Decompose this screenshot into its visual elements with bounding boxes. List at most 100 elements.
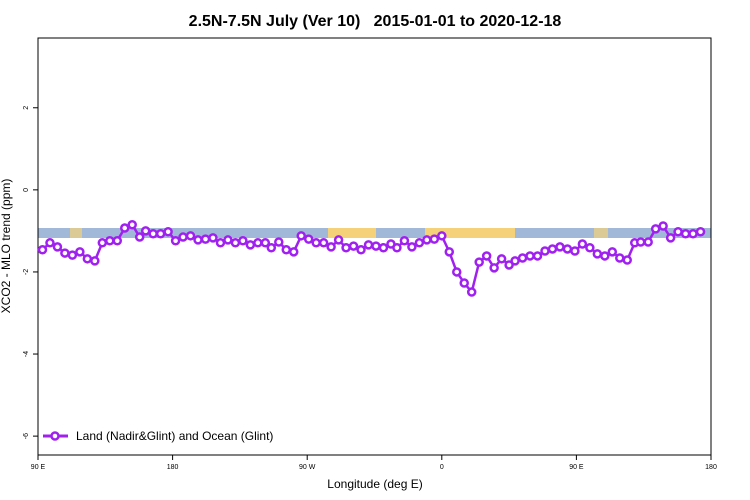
point — [223, 235, 233, 245]
point — [318, 238, 329, 248]
point — [37, 245, 48, 255]
point — [311, 238, 321, 248]
legend-marker — [50, 431, 60, 441]
point — [208, 233, 218, 243]
point — [592, 249, 603, 259]
y-axis-label: XCO2 - MLO trend (ppm) — [0, 179, 13, 314]
point — [341, 242, 351, 253]
point — [481, 251, 492, 261]
point — [562, 244, 573, 254]
point — [288, 247, 299, 257]
point — [215, 238, 226, 248]
point — [253, 238, 263, 248]
point — [635, 237, 646, 247]
point — [155, 229, 166, 239]
y-tick-label: -2 — [23, 269, 30, 275]
x-tick-label: 180 — [167, 464, 179, 471]
point — [134, 232, 145, 242]
point — [75, 247, 85, 257]
point — [392, 242, 402, 253]
point — [474, 257, 484, 267]
point — [622, 255, 632, 265]
point — [193, 235, 203, 245]
point — [260, 238, 271, 248]
point — [82, 254, 93, 264]
point — [170, 236, 181, 246]
point — [414, 238, 425, 248]
point — [532, 251, 543, 261]
x-tick-label: 90 E — [569, 464, 584, 471]
point — [52, 242, 63, 252]
x-tick-label: 90 W — [299, 464, 316, 471]
point — [547, 244, 558, 254]
plot-frame — [37, 37, 712, 456]
point — [504, 260, 514, 270]
point — [127, 219, 137, 230]
point — [459, 278, 469, 288]
point — [695, 226, 706, 237]
point — [607, 247, 618, 257]
point — [163, 226, 173, 237]
point — [97, 238, 108, 248]
point — [496, 254, 507, 264]
point — [577, 239, 588, 249]
y-tick-label: -6 — [23, 433, 30, 439]
point — [230, 238, 241, 248]
point — [266, 242, 277, 253]
point — [356, 245, 366, 255]
point — [60, 248, 70, 258]
point — [658, 221, 668, 231]
point — [333, 235, 344, 245]
legend: Land (Nadir&Glint) and Ocean (Glint) — [43, 429, 273, 443]
point — [615, 253, 625, 263]
point — [200, 234, 211, 244]
x-tick-label: 90 E — [31, 464, 46, 471]
point — [185, 231, 196, 241]
point — [489, 263, 499, 273]
point — [245, 240, 256, 250]
point — [238, 236, 248, 246]
y-tick-label: 2 — [23, 106, 30, 110]
point — [444, 247, 455, 257]
point — [119, 223, 130, 233]
point — [274, 237, 284, 247]
point — [466, 287, 477, 297]
point — [281, 245, 292, 255]
point — [371, 241, 381, 251]
point — [688, 229, 698, 239]
point — [105, 236, 115, 246]
point — [178, 232, 188, 242]
point — [303, 234, 314, 244]
point — [422, 235, 432, 245]
y-tick-label: -4 — [23, 351, 30, 357]
point — [326, 242, 336, 252]
legend-label: Land (Nadir&Glint) and Ocean (Glint) — [76, 429, 273, 443]
land-ocean-strip — [38, 228, 711, 238]
land-band — [594, 228, 608, 238]
point — [665, 233, 676, 243]
x-axis-label: Longitude (deg E) — [327, 477, 422, 491]
point — [45, 238, 55, 248]
point — [525, 251, 535, 261]
point — [90, 256, 100, 266]
point — [148, 229, 158, 239]
point — [570, 246, 580, 256]
point — [140, 226, 151, 236]
point — [429, 234, 440, 244]
point — [510, 256, 520, 266]
point — [540, 246, 550, 256]
point — [363, 240, 374, 250]
land-band — [70, 228, 82, 238]
point — [378, 242, 389, 253]
point — [673, 226, 683, 237]
x-tick-label: 0 — [440, 464, 444, 471]
point — [437, 231, 447, 241]
point — [407, 242, 417, 252]
point — [680, 229, 691, 239]
point — [517, 253, 528, 263]
point — [112, 236, 123, 246]
x-tick-label: 180 — [705, 464, 717, 471]
point — [585, 242, 595, 253]
point — [296, 231, 306, 241]
